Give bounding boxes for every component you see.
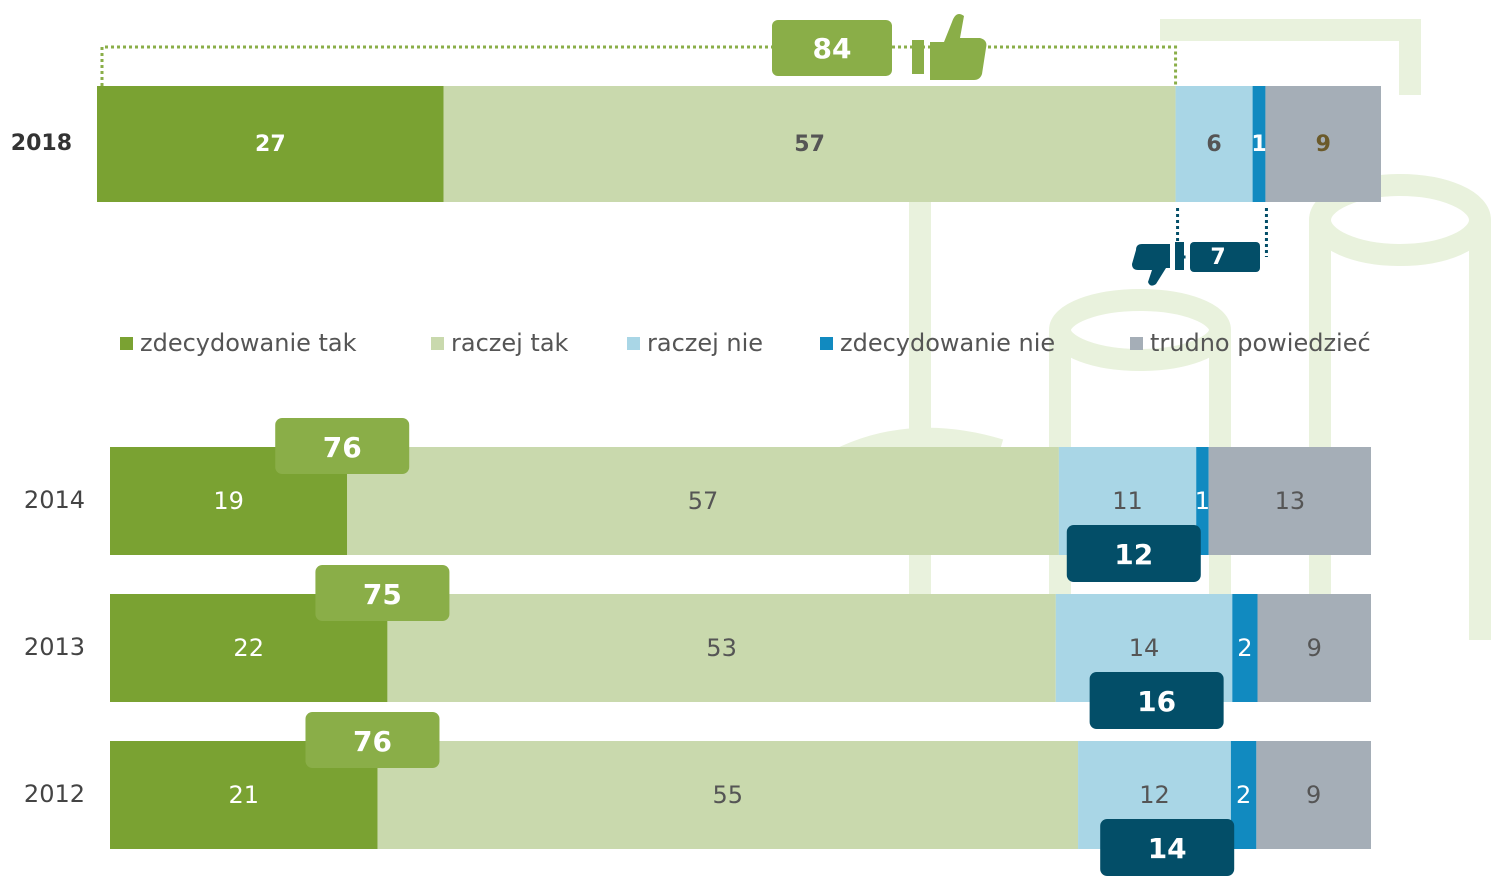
bar-segment (1230, 741, 1257, 849)
negative-total: 12 (1114, 538, 1153, 571)
value-label: 12 (1139, 781, 1170, 809)
bar-segment (1252, 86, 1266, 202)
bar-segment (97, 86, 444, 202)
value-label: 14 (1129, 634, 1160, 662)
value-label: 2 (1236, 781, 1251, 809)
value-label: 53 (706, 634, 737, 662)
category-label: 2014 (24, 486, 85, 514)
value-label: 57 (688, 487, 719, 515)
negative-total: 16 (1137, 685, 1176, 718)
bar-segment (1265, 86, 1381, 202)
value-label: 13 (1275, 487, 1306, 515)
legend-swatch (431, 337, 444, 350)
value-label: 57 (794, 132, 825, 157)
legend-swatch (1130, 337, 1143, 350)
value-label: 9 (1307, 634, 1322, 662)
positive-total-badge (305, 712, 440, 768)
value-label: 1 (1251, 132, 1266, 157)
bar-segment (1175, 86, 1253, 202)
legend-label: raczej nie (647, 329, 763, 357)
value-label: 19 (213, 487, 244, 515)
legend-swatch (120, 337, 133, 350)
value-label: 6 (1206, 132, 1221, 157)
legend-swatch (627, 337, 640, 350)
value-label: 55 (712, 781, 743, 809)
category-label: 2013 (24, 633, 85, 661)
category-label: 2018 (11, 131, 72, 156)
category-label: 2012 (24, 780, 85, 808)
positive-total: 75 (363, 578, 402, 611)
legend-label: trudno powiedzieć (1150, 329, 1371, 357)
value-label: 9 (1306, 781, 1321, 809)
legend-swatch (820, 337, 833, 350)
negative-total: 7 (1210, 245, 1225, 270)
negative-total-badge (1089, 672, 1224, 729)
bar-segment (347, 447, 1059, 555)
bar-segment (377, 741, 1079, 849)
thumb-up-icon (912, 14, 987, 80)
negative-total-badge (1190, 242, 1260, 272)
legend-label: zdecydowanie tak (140, 329, 357, 357)
value-label: 27 (255, 132, 286, 157)
value-label: 2 (1237, 634, 1252, 662)
value-label: 1 (1195, 487, 1210, 515)
bracket (100, 45, 1178, 86)
background-coins (814, 19, 1491, 640)
thumb-down-icon (1132, 242, 1184, 286)
legend-label: zdecydowanie nie (840, 329, 1055, 357)
bar-segment (443, 86, 1176, 202)
value-label: 11 (1112, 487, 1143, 515)
legend-label: raczej tak (451, 329, 569, 357)
positive-total: 76 (323, 431, 362, 464)
bar-segment (1208, 447, 1371, 555)
value-label: 9 (1316, 132, 1331, 157)
bar-segment (1257, 594, 1371, 702)
positive-total-badge (315, 565, 450, 621)
bar-segment (1232, 594, 1258, 702)
positive-total-badge (275, 418, 410, 474)
positive-total-badge (772, 20, 892, 76)
value-label: 22 (233, 634, 264, 662)
negative-total-badge (1100, 819, 1235, 876)
positive-total: 84 (813, 32, 852, 65)
negative-total: 14 (1148, 832, 1187, 865)
positive-total: 76 (353, 725, 392, 758)
negative-total-badge (1066, 525, 1201, 582)
bar-segment (387, 594, 1056, 702)
value-label: 21 (228, 781, 259, 809)
bar-segment (1256, 741, 1371, 849)
